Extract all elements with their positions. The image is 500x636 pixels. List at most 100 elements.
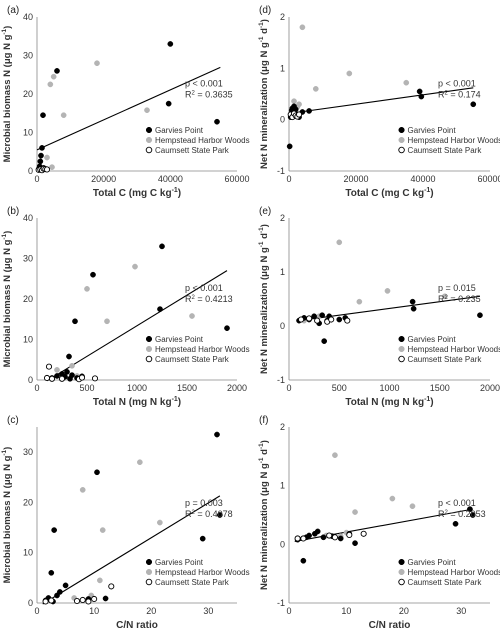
y-axis-label-part: ) <box>259 440 270 443</box>
point-0 <box>94 469 100 476</box>
y-tick-label: -1 <box>277 166 285 176</box>
y-axis-label-part: Net N mineralization (μg N g <box>259 42 270 169</box>
r2-base: R <box>185 89 192 99</box>
y-tick-label: 1 <box>280 267 285 277</box>
point-0 <box>469 512 476 518</box>
point-1 <box>409 503 416 510</box>
trend-line <box>46 270 228 382</box>
point-0 <box>157 306 163 312</box>
y-axis-label-part: ) <box>259 224 270 227</box>
legend-marker <box>398 355 405 363</box>
x-axis-label-end: ) <box>430 397 433 408</box>
x-tick-label: 40000 <box>158 174 183 184</box>
x-tick-label: 1000 <box>379 383 399 393</box>
y-tick-label: 0 <box>28 166 33 176</box>
point-1 <box>49 164 55 170</box>
r2-sup: 2 <box>192 90 196 96</box>
point-0 <box>67 375 73 382</box>
y-tick-label: 1 <box>280 481 285 491</box>
panel-b: 0 10 20 30 40 0 500 1000 1500 2000 (b) Total N (mg … <box>1 206 250 408</box>
panel-label: (f) <box>259 415 268 426</box>
x-axis-label-main: C/N ratio <box>369 620 411 631</box>
x-axis-label: Total N (mg N kg-1) <box>345 396 433 408</box>
x-axis-label: Total C (mg C kg-1) <box>93 187 181 199</box>
y-tick-label: 10 <box>23 128 33 138</box>
y-tick-label: 2 <box>280 422 285 432</box>
point-2 <box>108 583 115 590</box>
point-2 <box>43 374 51 382</box>
y-axis-label-sup: -1 <box>258 241 265 247</box>
y-axis-label-part: ) <box>2 447 13 450</box>
y-axis-label-sup: -1 <box>1 449 8 455</box>
y-axis-label-part: Net N mineralization (μg N g <box>259 463 270 590</box>
point-0 <box>37 158 44 165</box>
x-tick-label: 60000 <box>224 174 249 184</box>
stat-p-value: p = 0.003 <box>185 498 223 508</box>
legend-label: Caumsett State Park <box>408 355 483 364</box>
y-axis-label-sup: -1 <box>1 28 8 34</box>
legend-label: Hempstead Harbor Woods <box>408 136 500 145</box>
point-0 <box>72 318 78 325</box>
r2-base: R <box>438 89 445 99</box>
x-tick-label: 10 <box>89 606 99 616</box>
point-1 <box>144 107 150 114</box>
point-0 <box>165 100 172 107</box>
point-0 <box>62 582 69 589</box>
point-1 <box>291 98 297 105</box>
point-0 <box>64 369 70 375</box>
point-0 <box>319 312 326 319</box>
y-axis-label-part: Microbial biomass N (μg N g <box>2 239 13 367</box>
x-tick-label: 0 <box>286 606 291 616</box>
point-2 <box>45 363 53 370</box>
point-2 <box>360 530 367 537</box>
y-tick-label: 0 <box>280 321 285 331</box>
legend-label: Hempstead Harbor Woods <box>408 345 500 354</box>
legend-label: Hempstead Harbor Woods <box>155 136 250 145</box>
point-0 <box>66 353 72 360</box>
x-tick-label: 2000 <box>227 383 247 393</box>
point-0 <box>300 557 307 564</box>
point-1 <box>296 101 302 108</box>
y-axis-label: Microbial biomass N (μg N g-1) <box>1 231 13 368</box>
legend-label: Garvies Point <box>155 558 204 567</box>
point-0 <box>48 569 55 576</box>
point-1 <box>336 239 343 246</box>
x-axis-label: Total C (mg C kg-1) <box>345 187 433 199</box>
y-axis-label-sup: -1 <box>1 233 8 239</box>
point-0 <box>159 243 165 250</box>
point-1 <box>104 318 110 325</box>
x-tick-label: 30 <box>456 606 466 616</box>
point-1 <box>384 288 391 294</box>
y-tick-label: 0 <box>280 115 285 125</box>
stat-r-squared: R2 = 0.235 <box>438 294 481 304</box>
legend-label: Garvies Point <box>155 335 204 344</box>
point-0 <box>214 431 220 438</box>
point-1 <box>352 509 358 515</box>
x-tick-label: 20000 <box>343 174 368 184</box>
trend-line <box>288 87 474 115</box>
point-2 <box>295 111 303 118</box>
point-0 <box>90 271 96 278</box>
panel-label: (d) <box>259 5 271 16</box>
panel-c: 0 10 20 30 0 10 20 30 (c) C/N ratio Microbial biom… <box>1 415 250 631</box>
legend-label: Garvies Point <box>408 558 457 567</box>
legend-label: Caumsett State Park <box>408 578 483 587</box>
legend-label: Garvies Point <box>155 126 204 135</box>
point-0 <box>38 152 44 159</box>
stat-r-squared: R2 = 0.4213 <box>185 294 233 304</box>
r2-sup: 2 <box>445 295 449 301</box>
point-2 <box>79 596 86 604</box>
x-tick-label: 20000 <box>91 174 116 184</box>
x-axis-label-sup: -1 <box>424 187 430 194</box>
x-tick-label: 20 <box>146 606 156 616</box>
y-tick-label: 0 <box>28 598 33 608</box>
stat-p-value: p < 0.001 <box>185 283 223 293</box>
legend-marker <box>145 335 153 343</box>
y-tick-label: -1 <box>277 375 285 385</box>
point-1 <box>79 487 86 493</box>
y-axis-label-sup: -1 <box>258 227 265 233</box>
stat-r-squared: R2 = 0.2053 <box>438 509 486 519</box>
legend-marker <box>398 578 405 586</box>
legend-marker <box>398 146 405 154</box>
